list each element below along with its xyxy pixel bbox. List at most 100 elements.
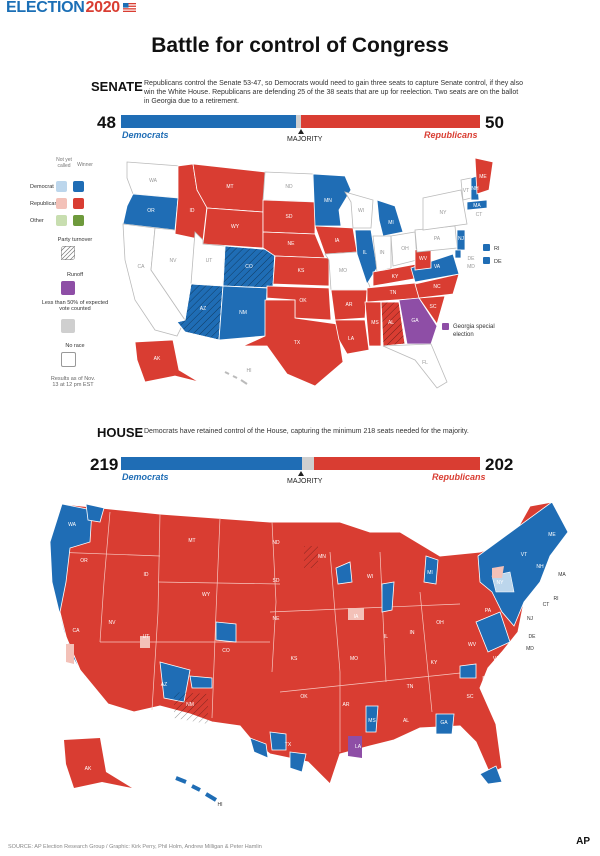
house-dem-chicago [381, 581, 395, 613]
senate-label-ia: IA [335, 238, 340, 244]
house-dem-mn [335, 561, 353, 585]
house-turnover-mn [304, 546, 318, 568]
brand-word-2020: 2020 [85, 0, 121, 16]
house-label-mo: MO [350, 656, 358, 662]
house-label-wy: WY [202, 592, 211, 598]
senate-state-fl [382, 343, 448, 389]
senate-label-az: AZ [200, 306, 206, 312]
senate-state-ak [134, 339, 200, 383]
senate-rep-count: 50 [485, 113, 504, 132]
senate-label-de: DE [468, 256, 476, 262]
house-label-ar: AR [343, 702, 350, 708]
senate-dem-count: 48 [97, 113, 116, 132]
senate-state-nc [414, 273, 460, 299]
senate-description: Republicans control the Senate 53-47, so… [144, 80, 524, 105]
house-label-wa: WA [68, 522, 77, 528]
house-label-oh: OH [436, 620, 444, 626]
house-label-wv: WV [468, 642, 477, 648]
house-label-nc: NC [482, 676, 490, 682]
house-dem-fl [479, 765, 503, 785]
house-label-ny: NY [497, 580, 505, 586]
georgia-special-note: Georgia special election [453, 324, 495, 338]
senate-label: SENATE [91, 79, 143, 94]
house-label-in: IN [410, 630, 415, 636]
house-dem-va-md [475, 611, 511, 653]
senate-state-ny [422, 189, 468, 231]
senate-pending-bar [296, 115, 301, 128]
house-label-la: LA [355, 744, 362, 750]
legend-results-as-of: Results as of Nov. 13 at 12 pm EST [50, 376, 96, 388]
senate-label-il: IL [363, 250, 367, 256]
legend-runoff-swatch [61, 281, 75, 295]
house-dem-seattle [85, 503, 105, 523]
legend-row-republican: Republican [30, 201, 58, 207]
legend-party-turnover: Party turnover [57, 237, 93, 243]
house-rep-pending-ny [492, 566, 504, 578]
house-label-sc: SC [467, 694, 474, 700]
senate-label-nm: NM [239, 310, 247, 316]
house-label-md: MD [526, 646, 534, 652]
senate-label-fl: FL [422, 360, 428, 366]
election-2020-logo: ELECTION2020 [6, 0, 136, 16]
senate-label-tx: TX [294, 340, 301, 346]
senate-state-sc [418, 295, 446, 325]
house-label-mi: MI [427, 570, 433, 576]
senate-state-il [354, 229, 378, 285]
house-state-ak [64, 738, 132, 788]
house-dem-ne [477, 501, 569, 627]
house-label-me: ME [548, 532, 556, 538]
legend-dem-not-called-swatch [56, 181, 67, 192]
senate-state-ga [398, 297, 438, 345]
senate-label-ga: GA [411, 318, 419, 324]
house-label-nh: NH [536, 564, 544, 570]
legend-other-not-called-swatch [56, 215, 67, 226]
house-dem-nm [189, 675, 213, 689]
senate-label-ny: NY [440, 210, 448, 216]
house-label-nv: NV [109, 620, 117, 626]
house-map: WA MT ND MN VT ME OR ID SD WI NH MA WY N… [49, 501, 569, 808]
senate-label-ak: AK [154, 356, 161, 362]
house-runoff-la [348, 736, 362, 758]
house-pending-bar [302, 457, 314, 470]
senate-label-ks: KS [298, 268, 305, 274]
senate-label-mt: MT [226, 184, 233, 190]
senate-majority-label: MAJORITY [287, 136, 323, 143]
house-dem-hi [175, 776, 218, 802]
house-label-va: VA [493, 656, 500, 662]
senate-de-label: DE [494, 259, 502, 265]
senate-label-nc: NC [433, 284, 441, 290]
senate-state-nj [456, 229, 466, 251]
senate-label-hi: HI [247, 368, 252, 374]
senate-state-wi [344, 191, 374, 229]
senate-label-wi: WI [358, 208, 364, 214]
house-label: HOUSE [97, 425, 144, 440]
senate-label-wy: WY [231, 224, 240, 230]
senate-label-wa: WA [149, 178, 158, 184]
house-dem-ms [365, 705, 379, 733]
house-dem-nc [459, 663, 477, 679]
legend-no-race-swatch [61, 352, 76, 367]
senate-state-de [454, 249, 462, 259]
house-label-tx: TX [285, 742, 292, 748]
house-label-hi: HI [218, 802, 223, 808]
senate-label-la: LA [348, 336, 355, 342]
house-label-co: CO [222, 648, 230, 654]
senate-state-hi [224, 371, 248, 385]
senate-state-va [410, 253, 460, 283]
house-label-de: DE [529, 634, 537, 640]
page-title: Battle for control of Congress [151, 34, 449, 57]
house-turnover-nm [174, 692, 208, 724]
house-label-il: IL [384, 634, 388, 640]
house-label-mn: MN [318, 554, 326, 560]
senate-label-nd: ND [285, 184, 293, 190]
house-majority-label: MAJORITY [287, 478, 323, 485]
ap-logo: AP [576, 836, 590, 847]
house-rep-count: 202 [485, 455, 514, 474]
legend-row-other: Other [30, 218, 44, 224]
house-label-ma: MA [558, 572, 566, 578]
senate-label-ok: OK [299, 298, 307, 304]
senate-label-ky: KY [392, 274, 399, 280]
senate-label-vt: VT [463, 188, 469, 194]
senate-state-ms [364, 301, 382, 347]
legend-row-democrat: Democrat [30, 184, 54, 190]
